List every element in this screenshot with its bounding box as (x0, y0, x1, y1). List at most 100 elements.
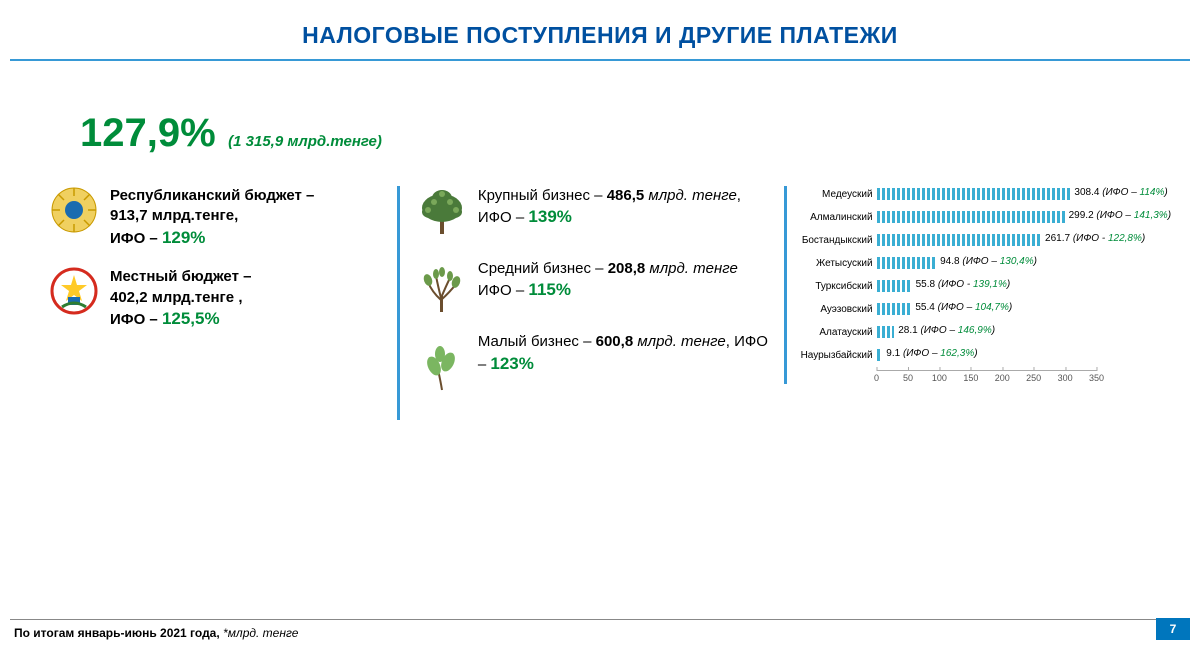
ifo-value: 129% (162, 228, 205, 247)
bar-area: 55.8 (ИФО - 139,1%) (877, 279, 1180, 293)
bar-area: 94.8 (ИФО – 130,4%) (877, 256, 1180, 270)
budget-text: Республиканский бюджет – 913,7 млрд.тенг… (110, 186, 314, 249)
emblem-city-icon (50, 267, 98, 315)
budgets-column: Республиканский бюджет – 913,7 млрд.тенг… (50, 186, 387, 349)
bar-area: 55.4 (ИФО – 104,7%) (877, 302, 1180, 316)
ifo-label: ИФО – (478, 209, 524, 226)
chart-row: Алатауский 28.1 (ИФО – 146,9%) (799, 324, 1180, 340)
bar (877, 211, 1065, 223)
category-label: Алмалинский (799, 212, 877, 223)
category-label: Алатауский (799, 327, 877, 338)
biz-value: 208,8 (608, 260, 646, 277)
business-column: Крупный бизнес – 486,5 млрд. тенге, ИФО … (397, 186, 774, 420)
ifo-value: 115% (528, 280, 571, 299)
emblem-national-icon (50, 186, 98, 234)
budget-line1: Местный бюджет – (110, 268, 251, 285)
footer-text: По итогам январь-июнь 2021 года, *млрд. … (0, 626, 1200, 640)
page-number-badge: 7 (1156, 618, 1190, 640)
category-label: Ауэзовский (799, 304, 877, 315)
bar-value-label: 28.1 (ИФО – 146,9%) (898, 325, 995, 336)
budget-value: 402,2 млрд.тенге , (110, 289, 242, 306)
business-item: Средний бизнес – 208,8 млрд. тенге ИФО –… (478, 259, 774, 302)
districts-chart: Медеуский 308.4 (ИФО – 114%) Алмалинский 29… (784, 186, 1180, 384)
bar-area: 299.2 (ИФО – 141,3%) (877, 210, 1180, 224)
biz-unit: млрд. тенге (648, 187, 736, 204)
chart-row: Алмалинский 299.2 (ИФО – 141,3%) (799, 209, 1180, 225)
ifo-label: ИФО – (110, 230, 158, 247)
bar (877, 303, 912, 315)
footer-divider (10, 619, 1190, 620)
biz-name: Средний бизнес (478, 260, 591, 277)
budget-item: Республиканский бюджет – 913,7 млрд.тенг… (50, 186, 387, 249)
biz-value: 486,5 (607, 187, 645, 204)
chart-body: Медеуский 308.4 (ИФО – 114%) Алмалинский 29… (799, 186, 1180, 384)
bar (877, 234, 1041, 246)
footer-period: По итогам январь-июнь 2021 года, (14, 626, 223, 640)
bar (877, 349, 883, 361)
footer: По итогам январь-июнь 2021 года, *млрд. … (0, 619, 1200, 640)
ifo-label: ИФО – (110, 311, 158, 328)
ifo-value: 123% (490, 354, 533, 373)
chart-row: Жетысуский 94.8 (ИФО – 130,4%) (799, 255, 1180, 271)
biz-name: Крупный бизнес (478, 187, 590, 204)
axis-tick: 150 (963, 373, 978, 383)
budget-value: 913,7 млрд.тенге, (110, 207, 238, 224)
bar (877, 188, 1071, 200)
tree-large-icon (416, 186, 468, 238)
tree-small-icon (416, 342, 468, 394)
business-icons (416, 186, 468, 420)
business-list: Крупный бизнес – 486,5 млрд. тенге, ИФО … (478, 186, 774, 420)
page-title: НАЛОГОВЫЕ ПОСТУПЛЕНИЯ И ДРУГИЕ ПЛАТЕЖИ (0, 0, 1200, 59)
bar-area: 28.1 (ИФО – 146,9%) (877, 325, 1180, 339)
bar-value-label: 94.8 (ИФО – 130,4%) (940, 256, 1037, 267)
bar-value-label: 55.8 (ИФО - 139,1%) (916, 279, 1011, 290)
business-item: Малый бизнес – 600,8 млрд. тенге, ИФО – … (478, 332, 774, 375)
chart-row: Медеуский 308.4 (ИФО – 114%) (799, 186, 1180, 202)
bar-value-label: 261.7 (ИФО - 122,8%) (1045, 233, 1145, 244)
bar (877, 280, 912, 292)
headline-subtitle: (1 315,9 млрд.тенге) (228, 133, 382, 150)
bar-area: 261.7 (ИФО - 122,8%) (877, 233, 1180, 247)
axis-tick: 200 (995, 373, 1010, 383)
biz-value: 600,8 (596, 333, 634, 350)
bar (877, 257, 937, 269)
x-axis: 050100150200250300350 (877, 370, 1097, 384)
category-label: Бостандыкский (799, 235, 877, 246)
chart-row: Турксибский 55.8 (ИФО - 139,1%) (799, 278, 1180, 294)
bar-area: 308.4 (ИФО – 114%) (877, 187, 1180, 201)
chart-row: Наурызбайский 9.1 (ИФО – 162,3%) (799, 347, 1180, 363)
budget-line1: Республиканский бюджет – (110, 187, 314, 204)
biz-name: Малый бизнес (478, 333, 579, 350)
headline-percent: 127,9% (80, 111, 216, 155)
category-label: Медеуский (799, 189, 877, 200)
ifo-value: 125,5% (162, 309, 220, 328)
bar-value-label: 9.1 (ИФО – 162,3%) (886, 348, 977, 359)
budget-text: Местный бюджет – 402,2 млрд.тенге , ИФО … (110, 267, 251, 330)
axis-tick: 0 (874, 373, 879, 383)
category-label: Наурызбайский (799, 350, 877, 361)
axis-tick: 300 (1058, 373, 1073, 383)
headline-block: 127,9% (1 315,9 млрд.тенге) (0, 61, 1200, 186)
axis-tick: 50 (903, 373, 913, 383)
bar-value-label: 55.4 (ИФО – 104,7%) (915, 302, 1012, 313)
chart-row: Бостандыкский 261.7 (ИФО - 122,8%) (799, 232, 1180, 248)
budget-item: Местный бюджет – 402,2 млрд.тенге , ИФО … (50, 267, 387, 330)
chart-row: Ауэзовский 55.4 (ИФО – 104,7%) (799, 301, 1180, 317)
axis-tick: 250 (1026, 373, 1041, 383)
category-label: Турксибский (799, 281, 877, 292)
axis-tick: 350 (1089, 373, 1104, 383)
bar-value-label: 299.2 (ИФО – 141,3%) (1069, 210, 1171, 221)
business-item: Крупный бизнес – 486,5 млрд. тенге, ИФО … (478, 186, 774, 229)
ifo-label: ИФО – (478, 282, 524, 299)
bar (877, 326, 895, 338)
biz-unit: млрд. тенге (637, 333, 725, 350)
biz-unit: млрд. тенге (649, 260, 737, 277)
ifo-value: 139% (528, 207, 571, 226)
bar-area: 9.1 (ИФО – 162,3%) (877, 348, 1180, 362)
axis-tick: 100 (932, 373, 947, 383)
bar-value-label: 308.4 (ИФО – 114%) (1074, 187, 1167, 198)
footer-unit: *млрд. тенге (223, 626, 298, 640)
category-label: Жетысуский (799, 258, 877, 269)
content-row: Республиканский бюджет – 913,7 млрд.тенг… (0, 186, 1200, 420)
tree-medium-icon (416, 264, 468, 316)
